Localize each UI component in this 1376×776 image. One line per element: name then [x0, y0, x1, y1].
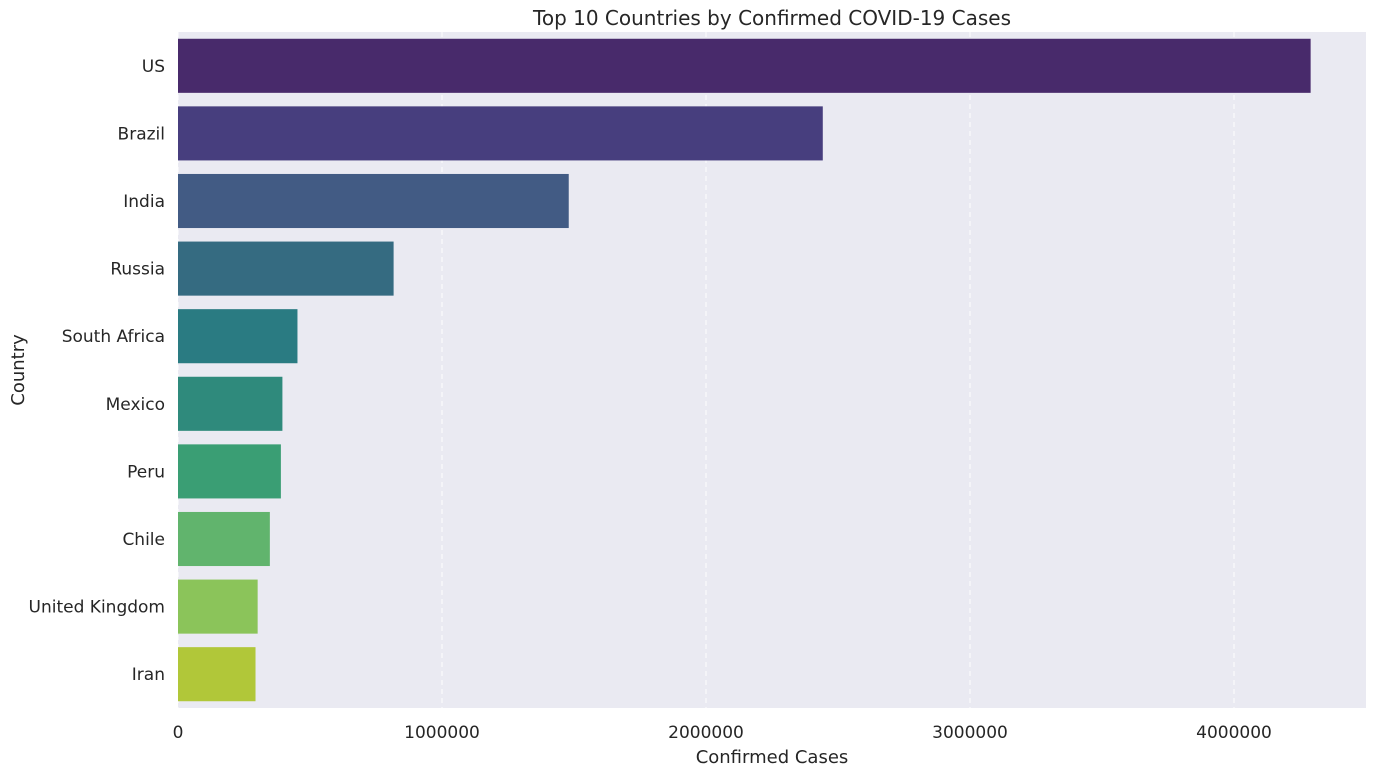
y-tick-label: United Kingdom — [29, 598, 165, 618]
bar-mexico — [178, 376, 283, 431]
bars — [178, 38, 1311, 702]
bar-chile — [178, 511, 270, 567]
y-tick-labels: US Brazil India Russia South Africa Mexico Per… — [29, 57, 165, 685]
y-tick-label: South Africa — [62, 327, 165, 347]
y-tick-label: Iran — [132, 665, 165, 685]
bar-brazil — [178, 106, 823, 161]
y-tick-label: Chile — [122, 530, 165, 550]
x-tick-label: 0 — [173, 723, 184, 743]
x-tick-label: 3000000 — [932, 723, 1008, 743]
bar-india — [178, 173, 569, 229]
y-tick-label: US — [142, 57, 165, 77]
x-tick-label: 4000000 — [1196, 723, 1272, 743]
bar-south-africa — [178, 309, 298, 364]
bar-united-kingdom — [178, 579, 258, 634]
x-tick-label: 1000000 — [404, 723, 480, 743]
x-tick-labels: 0 1000000 2000000 3000000 4000000 — [173, 723, 1272, 743]
y-tick-label: Russia — [110, 260, 165, 280]
x-axis-label: Confirmed Cases — [696, 747, 849, 768]
y-tick-label: Mexico — [106, 395, 165, 415]
bar-iran — [178, 647, 256, 702]
y-axis-label: Country — [8, 334, 29, 406]
bar-russia — [178, 241, 394, 296]
chart-title: Top 10 Countries by Confirmed COVID-19 C… — [532, 6, 1011, 30]
y-tick-label: Brazil — [118, 124, 165, 144]
y-tick-label: Peru — [127, 462, 165, 482]
bar-us — [178, 38, 1311, 93]
x-tick-label: 2000000 — [668, 723, 744, 743]
y-tick-label: India — [123, 192, 165, 212]
bar-peru — [178, 444, 281, 499]
